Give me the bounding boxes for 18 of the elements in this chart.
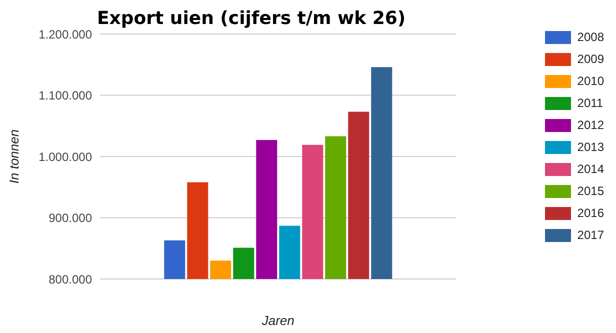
- legend-label: 2017: [577, 228, 604, 242]
- y-tick-label: 1.200.000: [38, 27, 92, 42]
- legend-label: 2008: [577, 30, 604, 44]
- legend-label: 2010: [577, 74, 604, 88]
- legend-label: 2016: [577, 206, 604, 220]
- legend-label: 2015: [577, 184, 604, 198]
- y-tick-label: 1.100.000: [38, 88, 92, 103]
- legend-label: 2011: [577, 96, 604, 110]
- legend-label: 2009: [577, 52, 604, 66]
- y-tick-label: 900.000: [48, 211, 92, 226]
- y-tick-label: 800.000: [48, 272, 92, 286]
- legend-label: 2012: [577, 118, 604, 132]
- legend-label: 2013: [577, 140, 604, 154]
- x-axis-title: Jaren: [260, 313, 294, 328]
- y-axis-title: In tonnen: [6, 129, 22, 184]
- legend-label: 2014: [577, 162, 604, 176]
- chart-title: Export uien (cijfers t/m wk 26): [97, 8, 406, 29]
- y-tick-label: 1.000.000: [38, 150, 92, 164]
